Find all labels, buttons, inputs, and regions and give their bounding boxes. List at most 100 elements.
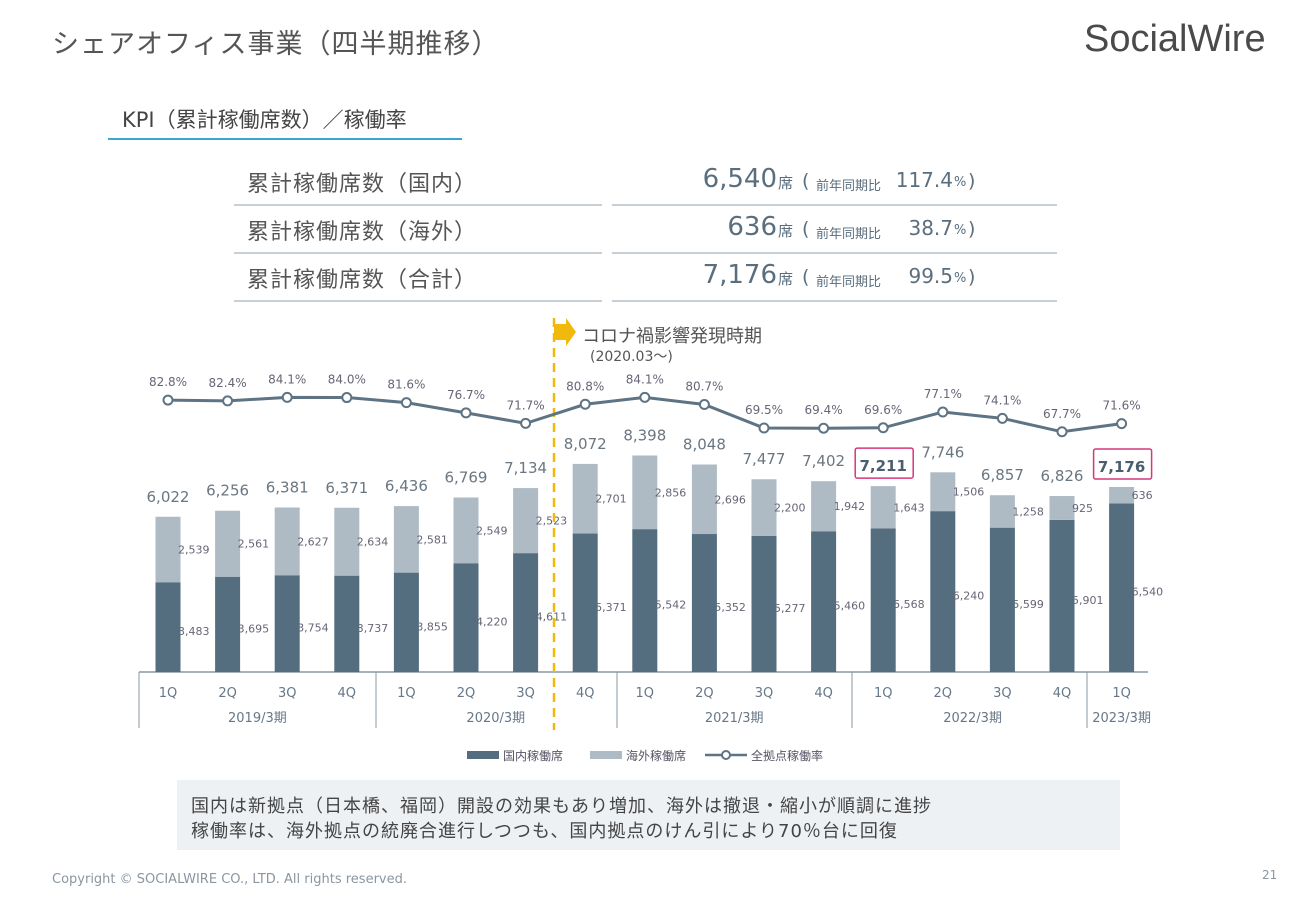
utilization-point [877,422,889,434]
kpi-yoy-unit: % [954,175,967,190]
utilization-label: 77.1% [924,387,962,401]
quarter-label: 3Q [278,686,297,701]
value-label-domestic: 5,352 [714,601,746,614]
bar-overseas [989,495,1015,528]
value-label-overseas: 2,856 [655,486,687,499]
kpi-label-overseas: 累計稼働席数（海外） [234,206,602,254]
utilization-point [996,412,1008,424]
value-label-domestic: 3,695 [238,622,270,635]
utilization-label: 81.6% [387,378,425,392]
bar-domestic [274,575,300,672]
value-label-overseas: 2,696 [714,493,746,506]
value-label-overseas: 1,506 [953,486,985,499]
utilization-point [639,391,651,403]
kpi-paren-open: ( [802,218,810,240]
utilization-point [520,417,532,429]
value-label-overseas: 2,581 [416,533,448,546]
fiscal-year-label: 2021/3期 [705,711,764,726]
quarter-label: 2Q [695,686,714,701]
bar-overseas [155,516,181,583]
value-label-overseas: 2,200 [774,502,806,515]
page-title: シェアオフィス事業（四半期推移） [52,29,500,60]
utilization-label: 69.5% [745,403,783,417]
total-label: 6,857 [981,466,1024,484]
quarter-label: 2Q [934,686,953,701]
utilization-point [579,398,591,410]
utilization-label: 82.4% [209,376,247,390]
kpi-label-text: 累計稼働席数（合計） [247,268,478,293]
utilization-label: 82.8% [149,375,187,389]
total-label: 6,381 [266,478,309,496]
value-label-domestic: 3,855 [416,620,448,633]
value-label-overseas: 1,643 [893,501,925,514]
bar-overseas [632,455,658,530]
kpi-yoy-label: 前年同期比 [816,227,882,242]
bar-overseas [393,506,419,573]
company-logo: SocialWire [1084,18,1266,60]
total-label: 7,402 [802,452,845,470]
kpi-unit: 席 [778,222,794,240]
kpi-paren-close: ) [968,218,976,240]
quarter-label: 1Q [1112,686,1131,701]
quarter-label: 2Q [218,686,237,701]
utilization-point [818,422,830,434]
quarter-label: 3Q [755,686,774,701]
fiscal-year-label: 2022/3期 [943,711,1002,726]
value-label-domestic: 5,460 [834,600,866,613]
quarter-label: 4Q [338,686,357,701]
total-label: 7,176 [1098,458,1145,476]
bar-domestic [870,528,896,672]
fiscal-year-label: 2019/3期 [228,711,287,726]
utilization-label: 71.6% [1103,399,1141,413]
bar-overseas [1109,487,1135,504]
utilization-label: 84.0% [328,373,366,387]
kpi-yoy-value: 117.4 [895,168,953,192]
bar-domestic [1049,519,1075,672]
value-label-overseas: 2,523 [536,515,568,528]
value-label-domestic: 5,277 [774,602,806,615]
corona-arrow-icon [554,318,576,346]
utilization-point [341,392,353,404]
bar-domestic [155,582,181,672]
quarter-label: 4Q [1053,686,1072,701]
quarter-label: 1Q [159,686,178,701]
bar-domestic [513,553,539,672]
utilization-label: 67.7% [1043,407,1081,421]
kpi-yoy-unit: % [954,223,967,238]
bar-overseas [572,463,598,534]
total-highlight-box [854,447,914,479]
kpi-value-total: 7,176 席 ( 前年同期比 99.5 % ) [612,254,1057,302]
kpi-yoy-label: 前年同期比 [816,275,882,290]
kpi-paren-open: ( [802,170,810,192]
total-label: 8,072 [564,435,607,453]
value-label-domestic: 3,483 [178,625,210,638]
utilization-point [758,422,770,434]
kpi-paren-close: ) [968,266,976,288]
kpi-paren-close: ) [968,170,976,192]
kpi-value-overseas: 636 席 ( 前年同期比 38.7 % ) [612,206,1057,254]
utilization-point [400,397,412,409]
value-label-overseas: 2,627 [297,535,329,548]
section-heading-text: KPI（累計稼働席数）／稼働率 [122,108,407,132]
page-number: 21 [1262,868,1278,882]
quarter-label: 3Q [993,686,1012,701]
bar-domestic [989,527,1015,672]
summary-note-box: 国内は新拠点（日本橋、福岡）開設の効果もあり増加、海外は撤退・縮小が順調に進捗 … [177,780,1120,850]
quarter-label: 1Q [397,686,416,701]
utilization-point [162,394,174,406]
bar-domestic [393,572,419,672]
utilization-point [222,395,234,407]
total-label: 7,211 [859,457,906,475]
bar-overseas [1049,496,1075,520]
value-label-overseas: 636 [1132,489,1153,502]
kpi-label-text: 累計稼働席数（国内） [247,172,478,197]
bar-overseas [334,507,360,576]
kpi-paren-open: ( [802,266,810,288]
kpi-number: 636 [727,212,777,242]
value-label-overseas: 2,634 [357,536,389,549]
legend-swatch-domestic [467,751,499,759]
bar-overseas [930,472,956,512]
legend-swatch-overseas [590,751,622,759]
bar-domestic [215,576,241,672]
fiscal-year-label: 2023/3期 [1092,711,1151,726]
